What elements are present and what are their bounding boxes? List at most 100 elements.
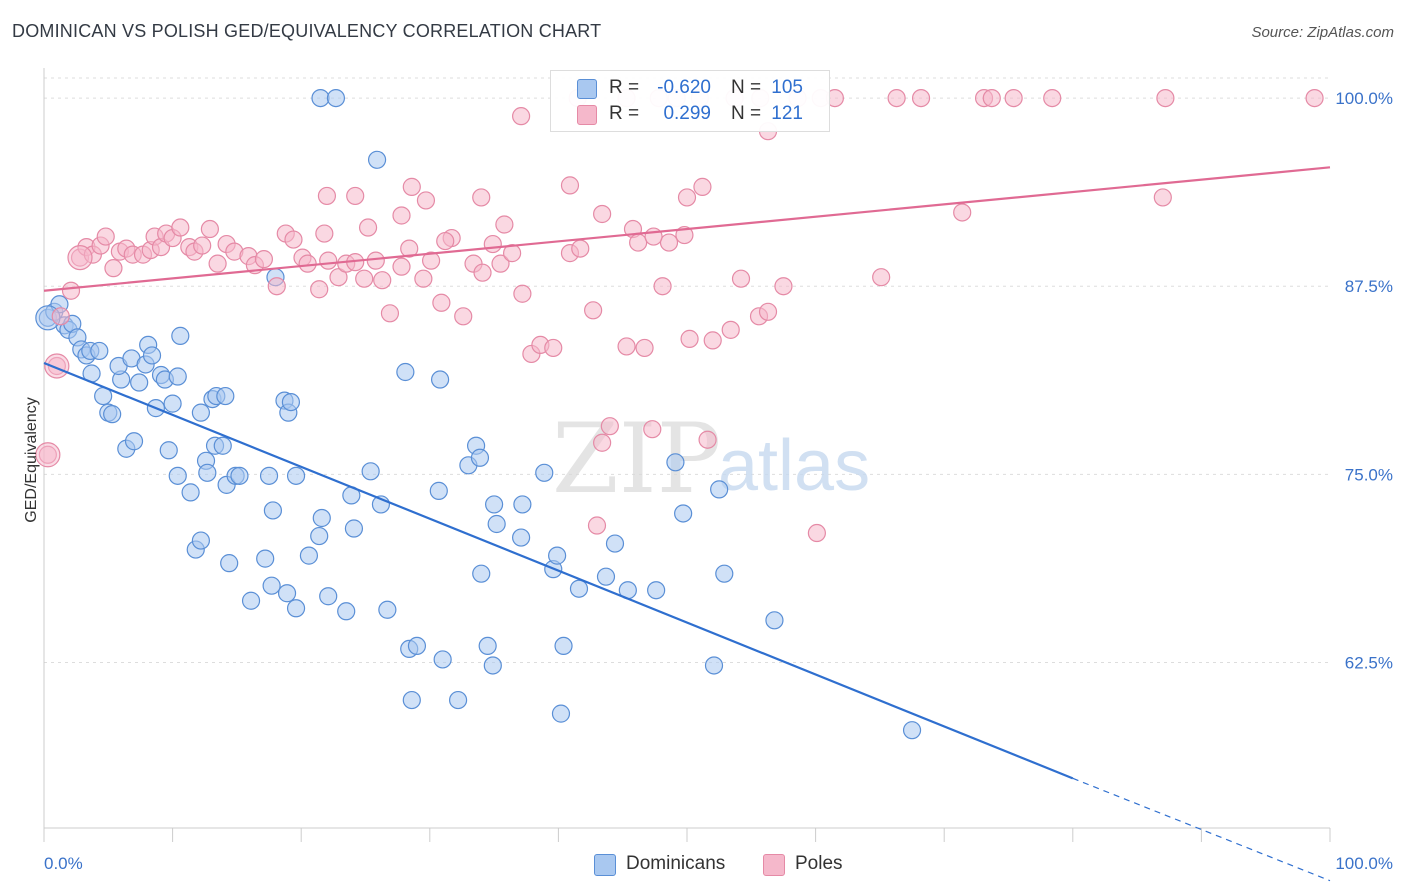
dominican-point [337, 602, 356, 621]
dominican-point [478, 636, 497, 656]
poles-swatch [577, 105, 597, 125]
pole-point [1156, 88, 1175, 108]
dominican-point [396, 362, 415, 382]
pole-point [635, 338, 654, 358]
pole-point [414, 269, 433, 288]
dominicans-legend-swatch [594, 854, 616, 876]
x-tick-label-min: 0.0% [44, 854, 83, 873]
pole-point [758, 302, 778, 321]
dominican-point [902, 721, 922, 740]
dominican-point [191, 403, 210, 422]
dominican-point [704, 656, 724, 675]
pole-point-large [35, 442, 61, 468]
dominican-point [605, 534, 625, 553]
dominican-point [103, 405, 122, 424]
dominicans-trend-line [43, 361, 1074, 780]
dominican-point [256, 549, 275, 568]
dominican-point [262, 576, 281, 595]
poles-legend-swatch [763, 854, 785, 876]
dominican-point [407, 636, 427, 656]
y-axis-label: GED/Equivalency [23, 397, 40, 522]
pole-point [584, 301, 603, 320]
dominican-point [159, 441, 178, 460]
pole-point [96, 227, 115, 246]
dominican-point [213, 436, 232, 455]
pole-point-large [67, 245, 93, 271]
pole-point [982, 88, 1001, 108]
dominican-point [367, 150, 387, 169]
dominican-point [286, 599, 306, 618]
pole-point [1043, 88, 1062, 108]
pole-point [593, 433, 612, 452]
dominican-point [259, 466, 279, 485]
y-tick-label: 87.5% [1345, 277, 1393, 296]
pole-point-large [44, 353, 70, 379]
pole-point [653, 277, 672, 296]
dominican-point [548, 546, 567, 565]
pole-point [698, 430, 717, 449]
y-tick-label: 75.0% [1345, 465, 1393, 484]
dominican-point [263, 501, 283, 520]
pole-point [495, 215, 514, 234]
axis-labels: 100.0% 87.5% 75.0% 62.5% 0.0% 100.0% GED/Equiv… [23, 89, 1393, 873]
pole-point [629, 233, 648, 252]
dominican-point [90, 341, 109, 361]
pole-point [454, 307, 473, 326]
dominicans-swatch [577, 79, 597, 99]
dominican-point [513, 495, 532, 514]
pole-point [887, 88, 906, 108]
pole-point [355, 269, 374, 288]
dominican-point [472, 564, 491, 583]
dominican-point [448, 690, 468, 710]
pole-point [600, 417, 619, 436]
pole-point [392, 206, 411, 225]
pole-point [675, 225, 694, 245]
dominican-point [344, 519, 364, 538]
dominican-point [430, 370, 450, 389]
dominican-point [485, 495, 504, 514]
dominican-point [470, 448, 490, 467]
dominican-point [674, 504, 693, 523]
pole-point [432, 293, 451, 312]
pole-point [703, 331, 722, 350]
dominican-point [326, 88, 346, 108]
dominican-point [311, 88, 330, 108]
pole-point [512, 107, 531, 126]
pole-point [317, 186, 337, 206]
dominican-point [487, 514, 506, 534]
dominican-point [171, 326, 190, 345]
pole-point [587, 516, 607, 535]
dominican-point [512, 528, 531, 547]
dominican-point [666, 453, 685, 472]
n-label: N = [731, 77, 762, 98]
source-label: Source: ZipAtlas.com [1251, 24, 1394, 41]
pole-point [721, 320, 740, 339]
pole-point [319, 251, 338, 270]
dominican-point [168, 367, 187, 386]
pole-point [473, 263, 492, 282]
pole-point [593, 204, 612, 224]
dominican-point [535, 463, 554, 482]
dominican-point [310, 526, 329, 546]
legend-label-dominicans: Dominicans [626, 853, 726, 874]
pole-point [346, 186, 365, 206]
dominican-point [124, 432, 144, 451]
dominicans-trend-extension [1072, 777, 1331, 882]
pole-point [366, 251, 385, 270]
r-label: R = [609, 77, 640, 98]
dominican-point [596, 567, 616, 586]
pole-point [421, 251, 441, 270]
pole-point [774, 277, 793, 296]
pole-point [513, 284, 532, 303]
pole-point [1305, 88, 1324, 108]
dominican-point [142, 346, 162, 365]
dominican-point [286, 466, 306, 485]
pole-point [329, 268, 348, 287]
pole-point [193, 236, 212, 255]
dominicans-points [35, 88, 922, 740]
dominican-point [433, 650, 452, 669]
dominican-point [220, 554, 239, 573]
pole-point [872, 268, 891, 287]
pole-point [315, 224, 334, 243]
